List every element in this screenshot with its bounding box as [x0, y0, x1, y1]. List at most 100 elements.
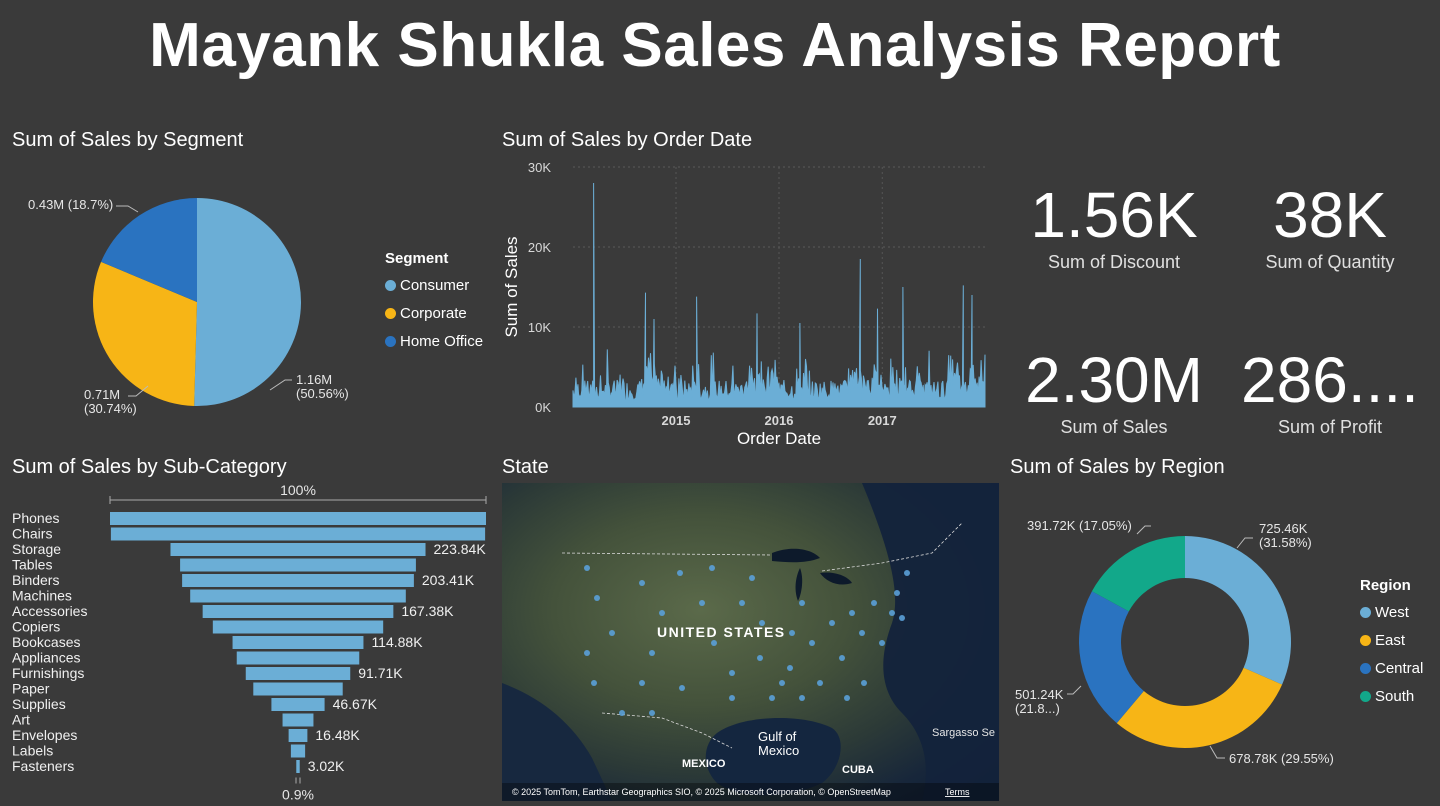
funnel-top-percent: 100%	[280, 482, 316, 498]
state-marker[interactable]	[849, 610, 855, 616]
legend-item-home-office[interactable]: Home Office	[385, 327, 483, 355]
state-marker[interactable]	[649, 710, 655, 716]
legend-item-east[interactable]: East	[1360, 626, 1423, 654]
x-tick-label: 2016	[765, 413, 794, 428]
state-marker[interactable]	[709, 565, 715, 571]
state-marker[interactable]	[894, 590, 900, 596]
state-marker[interactable]	[699, 600, 705, 606]
funnel-bar-paper[interactable]	[253, 682, 343, 696]
order-date-area-chart[interactable]: 0K 10K 20K 30K 2015 2016 2017 Order Date Sum of …	[495, 152, 1000, 452]
data-label-consumer: 1.16M (50.56%)	[296, 372, 349, 401]
state-marker[interactable]	[817, 680, 823, 686]
state-marker[interactable]	[739, 600, 745, 606]
state-marker[interactable]	[904, 570, 910, 576]
region-legend-title: Region	[1360, 577, 1411, 594]
sales-series-area[interactable]	[572, 182, 986, 408]
state-marker[interactable]	[711, 640, 717, 646]
state-marker[interactable]	[609, 630, 615, 636]
state-marker[interactable]	[584, 565, 590, 571]
state-marker[interactable]	[649, 650, 655, 656]
legend-item-corporate[interactable]: Corporate	[385, 299, 483, 327]
map-terms-link[interactable]: Terms	[945, 787, 970, 797]
state-marker[interactable]	[584, 650, 590, 656]
state-marker[interactable]	[799, 600, 805, 606]
state-marker[interactable]	[639, 580, 645, 586]
lake-erie	[820, 572, 852, 585]
state-marker[interactable]	[591, 680, 597, 686]
kpi-sales-label: Sum of Sales	[1060, 417, 1168, 437]
state-marker[interactable]	[879, 640, 885, 646]
region-legend: Region West East Central South	[1360, 577, 1423, 710]
state-marker[interactable]	[639, 680, 645, 686]
state-marker[interactable]	[871, 600, 877, 606]
funnel-bar-envelopes[interactable]	[288, 729, 308, 742]
funnel-bar-copiers[interactable]	[212, 620, 384, 634]
state-marker[interactable]	[844, 695, 850, 701]
state-marker[interactable]	[787, 665, 793, 671]
funnel-bar-bookcases[interactable]	[232, 636, 364, 649]
donut-slice-east[interactable]	[1116, 667, 1283, 748]
funnel-bar-accessories[interactable]	[202, 605, 394, 618]
map-cuba-label: CUBA	[842, 764, 874, 776]
state-marker[interactable]	[839, 655, 845, 661]
funnel-bar-appliances[interactable]	[236, 651, 360, 665]
state-marker[interactable]	[659, 610, 665, 616]
state-marker[interactable]	[799, 695, 805, 701]
pie-slice-home-office[interactable]	[101, 198, 197, 302]
state-marker[interactable]	[729, 670, 735, 676]
pie-slice-consumer[interactable]	[194, 198, 301, 406]
funnel-bar-binders[interactable]	[182, 574, 414, 587]
legend-item-consumer[interactable]: Consumer	[385, 271, 483, 299]
state-marker[interactable]	[729, 695, 735, 701]
donut-slice-west[interactable]	[1185, 536, 1291, 685]
state-marker[interactable]	[889, 610, 895, 616]
state-marker[interactable]	[769, 695, 775, 701]
data-label-west: 725.46K (31.58%)	[1259, 521, 1312, 550]
state-marker[interactable]	[619, 710, 625, 716]
state-marker[interactable]	[594, 595, 600, 601]
data-label: 167.38K	[401, 603, 454, 619]
funnel-bar-tables[interactable]	[180, 558, 416, 572]
funnel-bar-phones[interactable]	[110, 512, 486, 525]
legend-item-central[interactable]: Central	[1360, 654, 1423, 682]
funnel-bar-chairs[interactable]	[110, 527, 486, 541]
state-marker[interactable]	[679, 685, 685, 691]
segment-legend: Segment Consumer Corporate Home Office	[385, 250, 483, 355]
data-label-corporate: 0.71M (30.74%)	[84, 387, 137, 416]
state-marker[interactable]	[789, 630, 795, 636]
state-marker[interactable]	[757, 655, 763, 661]
category-label: Machines	[12, 588, 72, 604]
state-marker[interactable]	[809, 640, 815, 646]
funnel-bar-fasteners[interactable]	[296, 760, 300, 773]
state-map[interactable]: UNITED STATES Gulf of Mexico MEXICO CUBA Sarg…	[502, 483, 999, 801]
state-marker[interactable]	[899, 615, 905, 621]
state-marker[interactable]	[759, 620, 765, 626]
leader-line	[1067, 685, 1082, 695]
legend-label: Corporate	[400, 304, 467, 322]
data-label: 46.67K	[333, 696, 378, 712]
map-country-label: UNITED STATES	[657, 624, 786, 640]
category-label: Labels	[12, 743, 53, 759]
state-marker[interactable]	[859, 630, 865, 636]
state-marker[interactable]	[829, 620, 835, 626]
state-marker[interactable]	[677, 570, 683, 576]
funnel-bar-furnishings[interactable]	[245, 667, 351, 680]
funnel-bar-labels[interactable]	[290, 744, 306, 758]
map-canvas: UNITED STATES Gulf of Mexico MEXICO CUBA Sarg…	[502, 483, 999, 801]
state-marker[interactable]	[861, 680, 867, 686]
funnel-bar-art[interactable]	[282, 713, 314, 727]
funnel-bar-machines[interactable]	[190, 589, 406, 603]
state-marker[interactable]	[779, 680, 785, 686]
legend-item-west[interactable]: West	[1360, 598, 1423, 626]
legend-item-south[interactable]: South	[1360, 682, 1423, 710]
region-donut-chart[interactable]: 725.46K (31.58%) 678.78K (29.55%) 501.24K (2…	[1005, 490, 1350, 800]
segment-pie-chart[interactable]: 1.16M (50.56%) 0.71M (30.74%) 0.43M (18.7%)	[0, 160, 380, 430]
donut-slice-south[interactable]	[1091, 536, 1185, 612]
funnel-bar-storage[interactable]	[170, 543, 426, 556]
region-chart-title: Sum of Sales by Region	[1010, 456, 1225, 478]
pie-slice-corporate[interactable]	[92, 261, 197, 406]
state-marker[interactable]	[749, 575, 755, 581]
funnel-bar-supplies[interactable]	[271, 698, 325, 711]
donut-slice-central[interactable]	[1079, 591, 1144, 724]
